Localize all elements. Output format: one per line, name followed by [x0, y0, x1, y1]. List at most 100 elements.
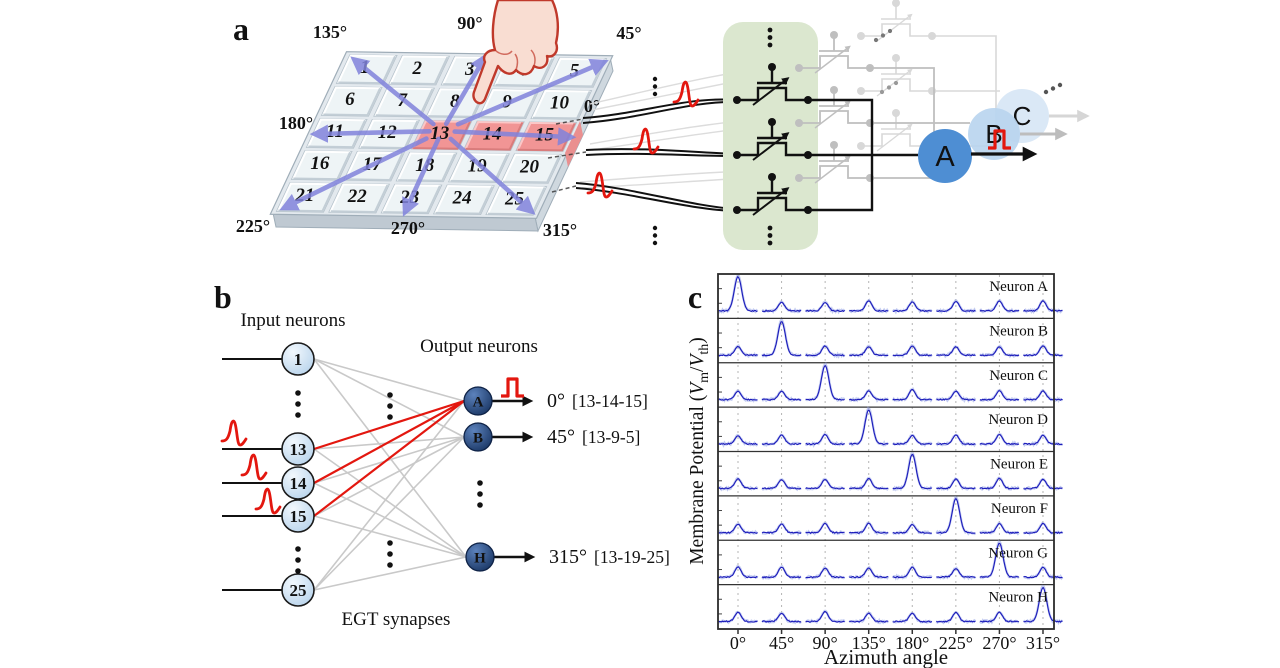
vertical-ellipsis-dot: [387, 403, 393, 409]
diagonal-ellipsis-dot: [879, 89, 885, 95]
tile-bevel-shade: [435, 186, 494, 215]
azimuth-label: 135°: [313, 22, 347, 42]
input-neuron-label: 15: [290, 507, 307, 526]
membrane-trace: [1023, 390, 1063, 401]
tunable-arrow-icon: [752, 77, 790, 106]
vertical-ellipsis-dot: [767, 225, 773, 231]
vertical-ellipsis-dot: [295, 390, 301, 396]
x-axis-title: Azimuth angle: [824, 645, 948, 668]
x-tick-label: 45°: [769, 633, 794, 653]
azimuth-label: 0°: [584, 96, 600, 116]
ellipsis-dots: [652, 27, 1063, 246]
tile-bevel-shade: [323, 87, 381, 117]
egt-transistor-gate: [819, 38, 849, 52]
egt-transistor-channel: [861, 23, 932, 37]
panel-a-letter: a: [233, 11, 249, 47]
direction-arrow: [452, 127, 577, 146]
vertical-ellipsis-dot: [767, 35, 773, 40]
gate-terminal-dot: [768, 173, 776, 181]
output-angle-label: 45° [13-9-5]: [547, 426, 640, 448]
membrane-trace: [936, 611, 976, 623]
gate-terminal-dot: [830, 86, 838, 94]
azimuth-label: 90°: [457, 13, 482, 33]
membrane-trace: [979, 389, 1020, 401]
tile-bevel-highlight: [464, 121, 523, 150]
membrane-trace: [805, 610, 845, 623]
vertical-ellipsis-dot: [652, 91, 658, 97]
x-tick-label: 315°: [1026, 633, 1060, 653]
neuron-a-label: A: [935, 141, 955, 173]
egt-transistor-channel: [737, 141, 808, 157]
tile-number: 2: [412, 58, 423, 79]
x-tick-label: 180°: [895, 633, 929, 653]
chart-frame: [717, 273, 1055, 630]
membrane-trace: [761, 523, 802, 535]
vertical-ellipsis-dot: [295, 557, 301, 563]
neuron-row-label: Neuron A: [989, 279, 1048, 295]
source-terminal-dot: [857, 32, 865, 40]
synapse-connection: [313, 556, 467, 591]
tile-bevel-highlight: [389, 55, 448, 84]
tile-bevel-shade: [450, 154, 509, 183]
source-terminal-dot: [733, 206, 741, 214]
tile-bevel-highlight: [479, 89, 538, 118]
membrane-trace: [805, 433, 845, 446]
tunable-arrow-icon: [814, 45, 851, 74]
tunable-arrow-icon: [752, 132, 790, 161]
azimuth-label: 270°: [391, 218, 425, 238]
output-neuron-label: H: [474, 551, 486, 567]
input-neuron-label: 25: [290, 581, 307, 600]
tile-bevel-shade: [532, 91, 591, 120]
snn-network: 1 13 14 15 25 A 0° [13-14-15] B 45° [13-9-5] H 315°[…: [220, 342, 670, 607]
membrane-trace: [892, 434, 933, 446]
membrane-trace: [718, 566, 758, 579]
direction-arrows: [279, 52, 609, 217]
neuron-row-label: Neuron F: [991, 501, 1048, 517]
membrane-trace: [849, 567, 889, 579]
egt-transistor-channel: [799, 110, 870, 124]
tile-bevel-shade: [495, 58, 554, 87]
membrane-trace: [892, 523, 932, 534]
neuron-row-label: Neuron G: [988, 545, 1048, 561]
vertical-ellipsis-dot: [652, 233, 658, 238]
tile-bevel-highlight: [449, 153, 508, 182]
gate-terminal-dot: [892, 109, 900, 117]
membrane-trace: [979, 346, 1020, 357]
vertical-ellipsis-dot: [477, 502, 483, 508]
diagonal-ellipsis-dot: [887, 28, 893, 34]
source-terminal-dot: [733, 96, 741, 104]
neuron-row-label: Neuron C: [989, 368, 1048, 384]
membrane-trace: [892, 345, 933, 357]
input-neuron: [281, 466, 315, 500]
input-spike-icon: [254, 487, 282, 515]
gate-terminal-dot: [892, 54, 900, 62]
x-tick-label: 0°: [730, 633, 746, 653]
input-neuron-label: 1: [294, 350, 303, 369]
egt-transistor-gate: [881, 6, 911, 20]
tile-number: 24: [452, 188, 472, 209]
membrane-trace: [718, 478, 758, 490]
vertical-ellipsis-dot: [652, 240, 658, 246]
neuron-row-label: Neuron E: [990, 457, 1048, 473]
output-bus-wires: [808, 98, 918, 212]
membrane-trace: [892, 566, 932, 579]
membrane-trace: [805, 567, 845, 579]
tile-bevel-highlight: [382, 184, 440, 213]
output-neurons-title: Output neurons: [420, 336, 538, 357]
x-tick-label: 90°: [813, 633, 838, 653]
membrane-trace: [849, 409, 889, 446]
egt-transistor-channel: [799, 165, 870, 179]
membrane-trace: [936, 434, 976, 446]
trace-fuzz: [717, 273, 759, 314]
tile-bevel-highlight: [329, 183, 388, 212]
egt-transistor-channel: [861, 78, 932, 92]
neuron-row-label: Neuron B: [989, 323, 1048, 339]
direction-arrow: [350, 56, 436, 127]
membrane-trace: [718, 523, 758, 534]
pressing-hand: [472, 0, 560, 105]
gate-terminal-dot: [768, 63, 776, 71]
membrane-trace: [762, 301, 802, 313]
membrane-trace: [1023, 522, 1063, 535]
membrane-trace: [718, 611, 758, 623]
membrane-trace: [761, 566, 802, 579]
